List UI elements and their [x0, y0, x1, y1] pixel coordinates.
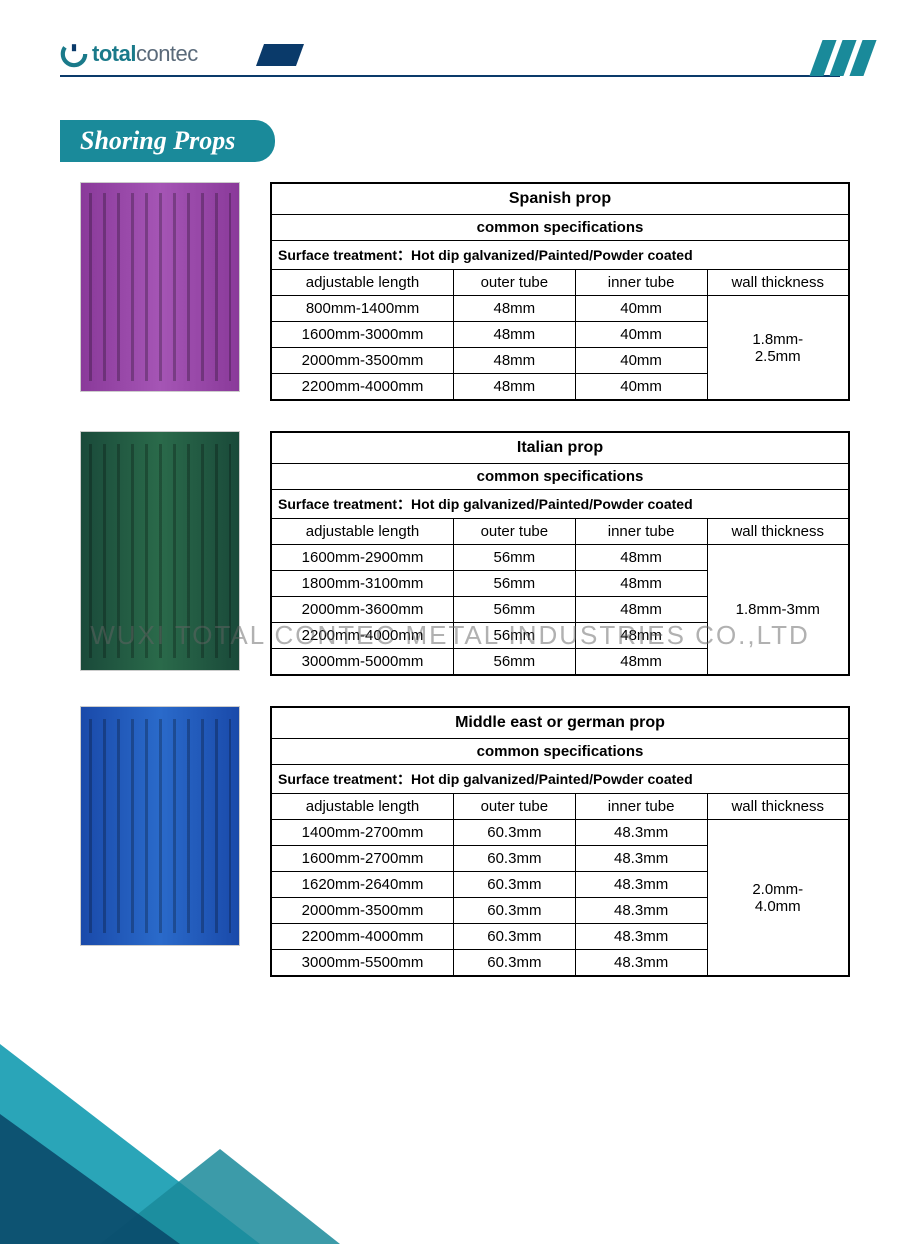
col-header-length: adjustable length [271, 519, 454, 545]
surface-treatment: Surface treatment：Hot dip galvanized/Pai… [271, 241, 849, 270]
cell-inner: 48mm [575, 545, 707, 571]
col-header-wall: wall thickness [707, 270, 849, 296]
cell-wall-thickness: 1.8mm-3mm [707, 545, 849, 676]
cell-length: 1800mm-3100mm [271, 571, 454, 597]
spec-table: Spanish propcommon specificationsSurface… [270, 182, 850, 401]
cell-outer: 48mm [454, 322, 576, 348]
col-header-outer: outer tube [454, 519, 576, 545]
header-rule [60, 75, 840, 77]
cell-length: 3000mm-5500mm [271, 950, 454, 977]
col-header-inner: inner tube [575, 270, 707, 296]
cell-inner: 48.3mm [575, 820, 707, 846]
cell-length: 2000mm-3500mm [271, 898, 454, 924]
cell-inner: 48.3mm [575, 924, 707, 950]
spec-title: Spanish prop [271, 183, 849, 215]
product-image [80, 706, 240, 946]
col-header-wall: wall thickness [707, 519, 849, 545]
cell-outer: 60.3mm [454, 898, 576, 924]
header-accent-block [256, 44, 304, 66]
cell-length: 2200mm-4000mm [271, 623, 454, 649]
spec-table: Middle east or german propcommon specifi… [270, 706, 850, 977]
brand-name-light: contec [136, 41, 198, 67]
brand-logo: totalcontec [60, 40, 198, 68]
spec-title: Italian prop [271, 432, 849, 464]
col-header-inner: inner tube [575, 519, 707, 545]
surface-treatment: Surface treatment：Hot dip galvanized/Pai… [271, 765, 849, 794]
spec-subtitle: common specifications [271, 739, 849, 765]
section-title-wrap: Shoring Props [60, 120, 900, 162]
page-header: totalcontec [0, 30, 900, 90]
cell-length: 2200mm-4000mm [271, 374, 454, 401]
cell-outer: 48mm [454, 374, 576, 401]
cell-length: 3000mm-5000mm [271, 649, 454, 676]
cell-length: 800mm-1400mm [271, 296, 454, 322]
cell-inner: 40mm [575, 322, 707, 348]
footer-triangle-dark [0, 1114, 180, 1244]
cell-wall-thickness: 2.0mm- 4.0mm [707, 820, 849, 977]
cell-length: 2000mm-3500mm [271, 348, 454, 374]
cell-outer: 56mm [454, 545, 576, 571]
content-area: Spanish propcommon specificationsSurface… [0, 182, 900, 977]
product-image [80, 182, 240, 392]
cell-outer: 56mm [454, 649, 576, 676]
prop-block: Spanish propcommon specificationsSurface… [80, 182, 860, 401]
cell-wall-thickness: 1.8mm- 2.5mm [707, 296, 849, 401]
cell-outer: 60.3mm [454, 924, 576, 950]
product-image [80, 431, 240, 671]
col-header-length: adjustable length [271, 794, 454, 820]
cell-inner: 48.3mm [575, 898, 707, 924]
section-title: Shoring Props [60, 120, 275, 162]
cell-length: 1620mm-2640mm [271, 872, 454, 898]
table-row: 1600mm-2900mm56mm48mm1.8mm-3mm [271, 545, 849, 571]
table-row: 1400mm-2700mm60.3mm48.3mm2.0mm- 4.0mm [271, 820, 849, 846]
cell-length: 1400mm-2700mm [271, 820, 454, 846]
cell-outer: 56mm [454, 571, 576, 597]
col-header-wall: wall thickness [707, 794, 849, 820]
cell-inner: 48.3mm [575, 846, 707, 872]
col-header-outer: outer tube [454, 270, 576, 296]
spec-subtitle: common specifications [271, 215, 849, 241]
cell-outer: 48mm [454, 348, 576, 374]
spec-subtitle: common specifications [271, 464, 849, 490]
cell-outer: 56mm [454, 597, 576, 623]
cell-inner: 48mm [575, 571, 707, 597]
cell-outer: 60.3mm [454, 950, 576, 977]
spec-table: Italian propcommon specificationsSurface… [270, 431, 850, 676]
cell-length: 1600mm-2700mm [271, 846, 454, 872]
cell-outer: 56mm [454, 623, 576, 649]
brand-name-bold: total [92, 41, 136, 67]
cell-length: 1600mm-2900mm [271, 545, 454, 571]
cell-outer: 60.3mm [454, 846, 576, 872]
surface-treatment: Surface treatment：Hot dip galvanized/Pai… [271, 490, 849, 519]
cell-outer: 60.3mm [454, 872, 576, 898]
cell-outer: 60.3mm [454, 820, 576, 846]
col-header-length: adjustable length [271, 270, 454, 296]
prop-block: Middle east or german propcommon specifi… [80, 706, 860, 977]
col-header-inner: inner tube [575, 794, 707, 820]
cell-outer: 48mm [454, 296, 576, 322]
cell-length: 1600mm-3000mm [271, 322, 454, 348]
cell-inner: 40mm [575, 296, 707, 322]
cell-inner: 48.3mm [575, 872, 707, 898]
cell-inner: 40mm [575, 374, 707, 401]
spec-title: Middle east or german prop [271, 707, 849, 739]
brand-logo-icon [60, 40, 88, 68]
cell-inner: 48.3mm [575, 950, 707, 977]
cell-inner: 48mm [575, 623, 707, 649]
prop-block: Italian propcommon specificationsSurface… [80, 431, 860, 676]
cell-length: 2200mm-4000mm [271, 924, 454, 950]
cell-inner: 48mm [575, 597, 707, 623]
table-row: 800mm-1400mm48mm40mm1.8mm- 2.5mm [271, 296, 849, 322]
cell-length: 2000mm-3600mm [271, 597, 454, 623]
header-stripes [816, 40, 870, 76]
cell-inner: 40mm [575, 348, 707, 374]
cell-inner: 48mm [575, 649, 707, 676]
col-header-outer: outer tube [454, 794, 576, 820]
